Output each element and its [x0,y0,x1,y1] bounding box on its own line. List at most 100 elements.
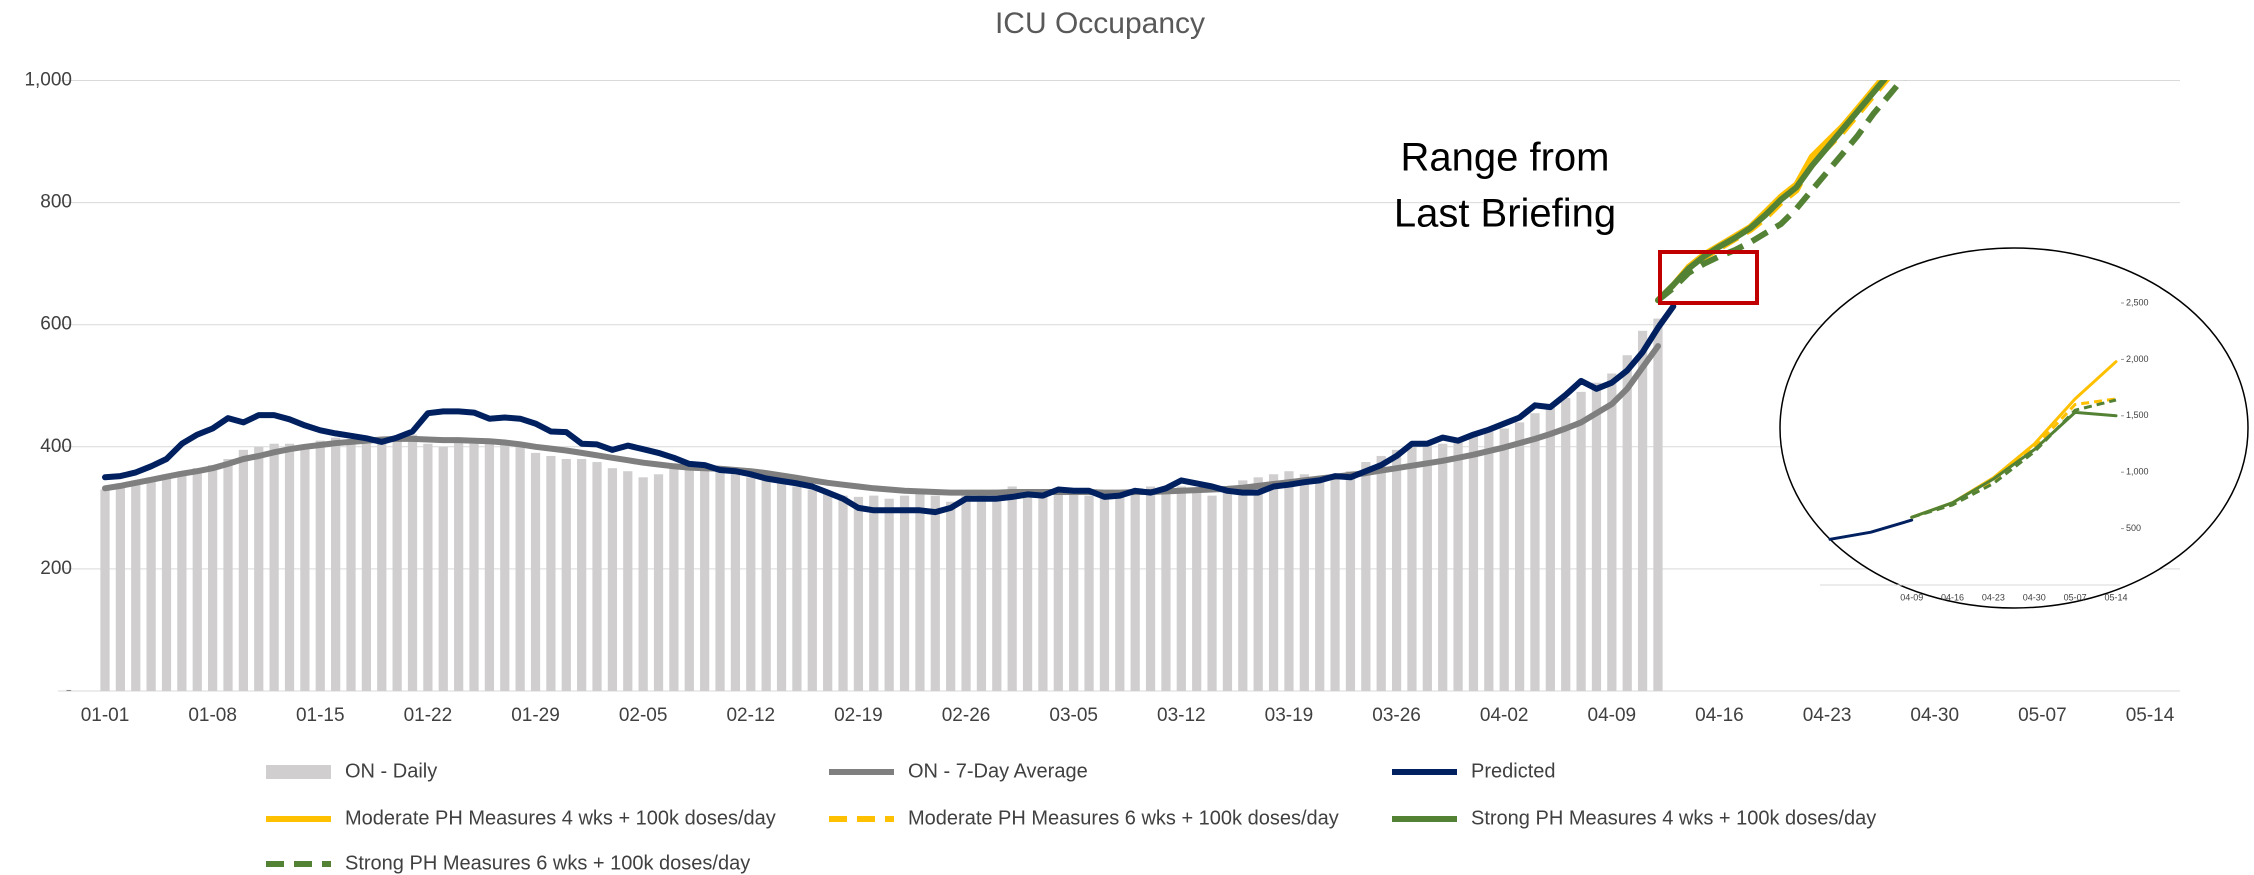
bar [746,477,756,691]
x-tick-label: 05-14 [2104,592,2127,602]
inset-frame [1779,247,2249,609]
bar [1053,489,1063,691]
line [1910,410,2118,519]
bar [992,489,1002,691]
series-layer [100,80,1906,691]
bar [438,446,448,691]
y-tick-label: 600 [40,314,72,335]
bar [300,446,310,691]
bar [700,465,710,691]
x-tick-label: 03-12 [1157,705,1206,726]
highlight-box [1658,250,1759,305]
legend-label: Moderate PH Measures 6 wks + 100k doses/… [908,807,1339,829]
bar [1622,355,1632,691]
bar [423,443,433,691]
x-tick-label: 04-02 [1480,705,1529,726]
bar [884,498,894,691]
bar [869,495,879,691]
bar [1499,428,1509,691]
bar [1422,440,1432,691]
bar [1530,413,1540,691]
bar [177,471,187,691]
bar [1607,373,1617,691]
bar [776,483,787,691]
y-tick-label: 800 [40,192,72,213]
bar [530,452,541,691]
line [1828,518,1914,541]
bar [407,434,418,691]
x-tick-label: 04-30 [2023,592,2046,602]
chart-title: ICU Occupancy [995,7,1205,40]
bar [899,495,910,691]
inset-plot: 500 1,000 1,500 2,000 2,500 04-09 04-16 04-23 04… [1820,297,2149,602]
bar [1022,492,1033,691]
bar [192,468,202,691]
legend-label: Strong PH Measures 4 wks + 100k doses/da… [1471,807,1876,829]
x-tick-label: 05-14 [2126,705,2175,726]
x-tick-label: 03-05 [1049,705,1098,726]
bar [1376,455,1386,691]
bar [1468,434,1479,691]
x-tick-label: 04-09 [1588,705,1637,726]
bar [761,480,771,691]
bar [223,459,233,691]
x-tick-label: 02-26 [942,705,991,726]
bar [1084,495,1094,691]
x-tick-label: 02-19 [834,705,883,726]
bar [1130,489,1140,691]
bar [1637,330,1648,691]
bar [484,440,495,691]
bar [238,449,248,691]
y-tick-label: 2,500 [2126,297,2149,307]
bar [1561,397,1571,691]
bar [1299,474,1309,691]
bar [592,462,602,691]
legend: ON - Daily ON - 7-Day Average Predicted Mod… [266,760,1876,874]
bar [930,495,940,691]
y-tick-label: 1,000 [24,70,72,91]
bar [1145,486,1156,691]
bar [961,495,971,691]
bar [1438,443,1448,691]
bar [853,496,864,691]
bar [377,440,387,691]
bar [638,477,648,691]
x-tick-label: 01-01 [81,705,130,726]
y-tick-label: 400 [40,436,72,457]
bar [100,489,110,691]
bar [1545,404,1555,691]
bar [976,492,987,691]
bar [653,474,664,691]
y-tick-label: 500 [2126,523,2141,533]
bar [1361,462,1371,691]
bar [454,440,464,691]
bar [331,437,341,691]
bar [1268,474,1279,691]
line [1655,80,1888,304]
bar [607,468,618,691]
bar [561,459,571,691]
bar [684,462,694,691]
bar [146,477,156,691]
bar [469,443,479,691]
x-tick-label: 04-23 [1803,705,1852,726]
bar [161,474,172,691]
bar [361,443,372,691]
bar [1007,486,1017,691]
x-tick-label: 02-05 [619,705,668,726]
bar [1238,480,1248,691]
series-layer [1828,360,2118,541]
line [1656,80,1906,303]
bar [1591,382,1602,691]
bar [1099,496,1110,691]
x-tick-label: 04-23 [1982,592,2005,602]
bar [1253,477,1263,691]
x-tick-label: 04-16 [1941,592,1964,602]
y-tick-label: 1,000 [2126,467,2149,477]
bar [577,459,587,691]
bar [1576,391,1586,691]
bar [315,440,325,691]
bar [1330,474,1340,691]
bar [1453,437,1463,691]
bar [807,489,817,691]
